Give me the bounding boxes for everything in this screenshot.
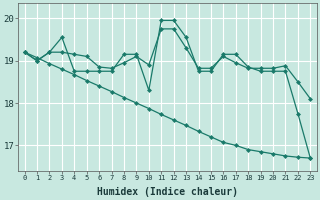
X-axis label: Humidex (Indice chaleur): Humidex (Indice chaleur) [97, 186, 238, 197]
